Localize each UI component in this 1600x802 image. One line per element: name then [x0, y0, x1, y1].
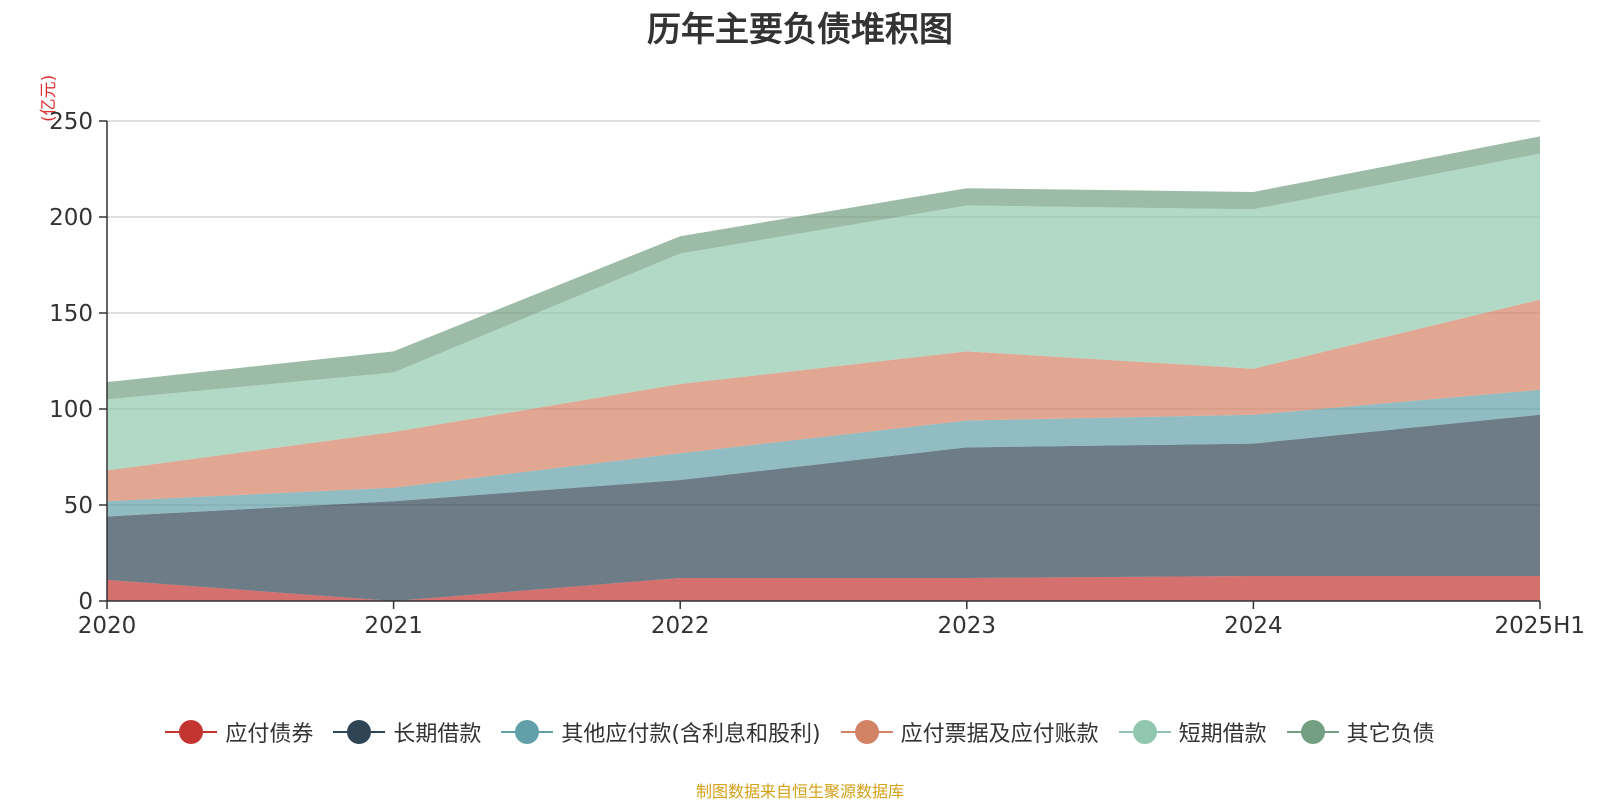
x-tick-label: 2023 — [938, 613, 997, 639]
area-series-5 — [107, 136, 1540, 400]
legend-item[interactable]: 其它负债 — [1286, 716, 1435, 748]
legend-marker-icon — [333, 719, 386, 745]
legend-dot — [347, 720, 372, 744]
legend-dot — [1300, 720, 1325, 744]
legend-marker-icon — [1286, 719, 1339, 745]
y-tick-label: 200 — [49, 205, 93, 231]
area-series-2 — [107, 389, 1540, 517]
area-series-1 — [107, 414, 1540, 601]
y-tick-label: 250 — [49, 109, 93, 135]
legend-label: 其他应付款(含利息和股利) — [561, 722, 821, 747]
x-tick-label: 2024 — [1224, 613, 1283, 639]
y-tick-label: 100 — [49, 397, 93, 423]
legend-label: 应付债券 — [225, 722, 314, 747]
legend-label: 其它负债 — [1346, 722, 1435, 747]
legend-item[interactable]: 长期借款 — [333, 716, 481, 748]
legend-marker-icon — [501, 719, 554, 745]
legend: 应付债券 长期借款 其他应付款(含利息和股利) 应付票据及应付账款 短期借款 其它负债 — [0, 716, 1600, 748]
chart-title: 历年主要负债堆积图 — [647, 10, 953, 50]
legend-dot — [1132, 720, 1157, 744]
legend-marker-icon — [840, 719, 893, 745]
y-tick-label: 150 — [49, 301, 93, 327]
area-series-4 — [107, 153, 1540, 471]
legend-dot — [854, 720, 879, 744]
area-series-0 — [107, 576, 1540, 601]
x-tick-label: 2022 — [651, 613, 710, 639]
area-series-3 — [107, 299, 1540, 502]
x-tick-label: 2025H1 — [1495, 613, 1585, 639]
legend-label: 应付票据及应付账款 — [900, 722, 1099, 747]
legend-label: 长期借款 — [393, 722, 482, 747]
legend-dot — [179, 720, 204, 744]
legend-label: 短期借款 — [1178, 722, 1267, 747]
legend-item[interactable]: 应付债券 — [165, 716, 313, 748]
legend-item[interactable]: 短期借款 — [1118, 716, 1267, 748]
x-tick-label: 2021 — [364, 613, 423, 639]
y-tick-label: 50 — [64, 493, 93, 519]
legend-item[interactable]: 应付票据及应付账款 — [840, 716, 1099, 748]
data-source-note: 制图数据来自恒生聚源数据库 — [695, 782, 904, 801]
legend-marker-icon — [1118, 719, 1171, 745]
y-tick-label: 0 — [78, 589, 93, 615]
x-tick-label: 2020 — [78, 613, 137, 639]
legend-marker-icon — [165, 719, 218, 745]
legend-item[interactable]: 其他应付款(含利息和股利) — [501, 716, 821, 748]
legend-dot — [515, 720, 540, 744]
